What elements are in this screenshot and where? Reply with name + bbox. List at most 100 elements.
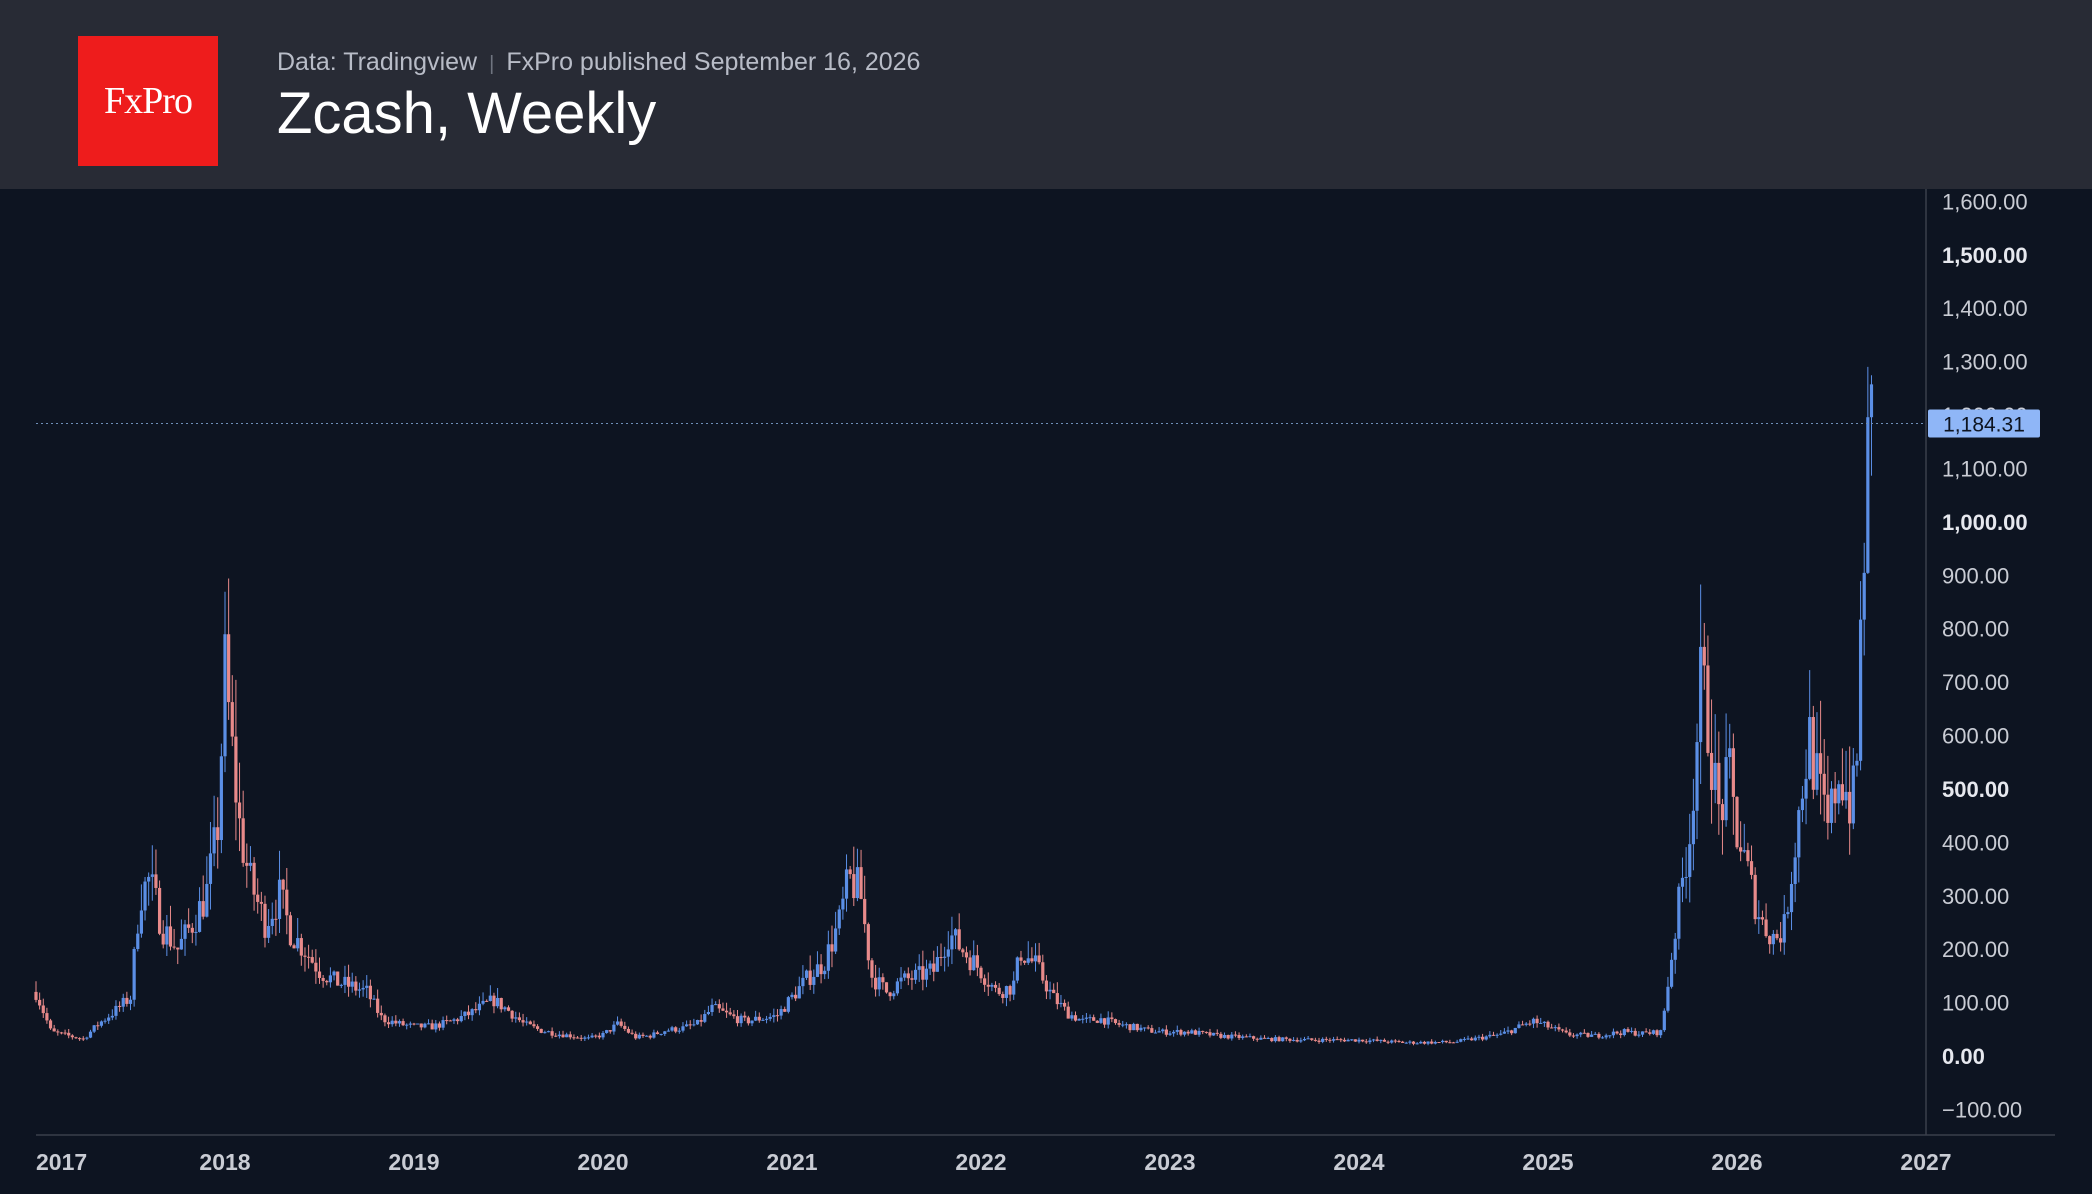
candle-body	[1797, 810, 1801, 858]
candle-body	[1550, 1027, 1554, 1029]
candle-body	[546, 1031, 551, 1033]
candle-body	[539, 1028, 543, 1033]
candle-body	[1488, 1034, 1492, 1037]
candle-body	[1840, 784, 1845, 801]
candle-body	[1339, 1039, 1343, 1041]
candle-body	[1644, 1031, 1648, 1033]
candle-body	[565, 1034, 569, 1038]
candle-body	[267, 925, 271, 938]
candle-body	[1648, 1032, 1652, 1034]
candle-body	[1215, 1032, 1219, 1034]
chart-subtitle: Data: Tradingview | FxPro published Septem…	[277, 48, 920, 77]
candle-body	[1128, 1024, 1132, 1031]
candle-body	[117, 1005, 122, 1007]
candle-body	[121, 997, 125, 1007]
candle-body	[1749, 861, 1754, 875]
candle-body	[932, 963, 936, 972]
candle-body	[1164, 1029, 1168, 1035]
candle-body	[376, 998, 380, 1013]
candle-body	[1270, 1038, 1274, 1042]
candle-body	[1095, 1020, 1099, 1023]
y-tick-label: 1,300.00	[1942, 350, 2028, 375]
candle-body	[1375, 1039, 1379, 1041]
candle-body	[1201, 1030, 1205, 1032]
candle-body	[365, 985, 369, 988]
candle-body	[1808, 717, 1812, 779]
candle-body	[1433, 1041, 1437, 1044]
candle-body	[906, 973, 910, 979]
candle-body	[550, 1031, 554, 1036]
candle-body	[1062, 1002, 1067, 1007]
candle-body	[1470, 1038, 1474, 1041]
candle-body	[1709, 752, 1714, 790]
candle-body	[823, 970, 827, 975]
candle-body	[812, 976, 816, 985]
candle-body	[1422, 1041, 1427, 1044]
candle-body	[1666, 986, 1670, 1011]
candle-body	[292, 945, 296, 949]
candle-body	[1851, 765, 1855, 824]
candle-body	[1448, 1042, 1452, 1044]
candle-body	[1593, 1033, 1597, 1035]
candle-body	[1724, 757, 1728, 821]
candle-body	[383, 1015, 387, 1023]
candle-body	[63, 1032, 67, 1034]
y-tick-label: 1,000.00	[1942, 510, 2028, 535]
candle-body	[350, 981, 354, 987]
candle-body	[1361, 1039, 1365, 1042]
candle-body	[263, 903, 267, 938]
candle-body	[1266, 1038, 1270, 1040]
candle-body	[303, 955, 307, 957]
candle-body	[903, 973, 907, 978]
candle-body	[1858, 619, 1863, 761]
y-tick-label: 1,100.00	[1942, 456, 2028, 481]
candle-body	[1579, 1032, 1583, 1035]
candle-body	[1157, 1031, 1161, 1033]
candle-body	[797, 986, 801, 999]
candle-body	[1699, 646, 1703, 743]
candle-body	[234, 736, 238, 803]
candle-body	[241, 818, 245, 863]
candle-body	[492, 995, 496, 1007]
candle-body	[997, 987, 1001, 995]
candle-body	[325, 980, 329, 983]
candle-body	[208, 853, 213, 884]
candle-body	[768, 1016, 772, 1019]
candle-body	[790, 994, 794, 998]
candle-body	[757, 1016, 761, 1021]
chart-title: Zcash, Weekly	[277, 81, 657, 146]
candle-body	[1451, 1042, 1456, 1044]
y-tick-label: −100.00	[1942, 1097, 2022, 1122]
candle-body	[899, 977, 903, 982]
candle-body	[481, 1000, 485, 1004]
candle-body	[1273, 1037, 1278, 1042]
candle-body	[1226, 1034, 1230, 1039]
candle-body	[877, 977, 881, 990]
candle-body	[485, 1000, 489, 1002]
candlestick-chart[interactable]: 1,600.001,500.001,400.001,300.001,200.00…	[0, 189, 2092, 1194]
candle-body	[1640, 1031, 1645, 1035]
candle-body	[1510, 1030, 1514, 1034]
candle-body	[1542, 1021, 1546, 1023]
candle-body	[259, 901, 263, 904]
candle-body	[1070, 1015, 1074, 1019]
candle-body	[1535, 1018, 1539, 1024]
candle-body	[892, 993, 896, 997]
candle-body	[256, 894, 260, 902]
candle-body	[1793, 857, 1797, 885]
candle-body	[197, 901, 202, 932]
separator: |	[489, 53, 495, 75]
candle-body	[1368, 1040, 1372, 1043]
candle-body	[1004, 986, 1009, 998]
candle-body	[554, 1035, 558, 1037]
candle-body	[888, 992, 892, 997]
candle-body	[187, 924, 191, 928]
candle-body	[1393, 1040, 1397, 1042]
candle-body	[401, 1021, 405, 1026]
candle-body	[1139, 1027, 1143, 1031]
candle-body	[1655, 1030, 1659, 1036]
candle-body	[1491, 1034, 1496, 1036]
candle-body	[459, 1016, 463, 1022]
candle-body	[1473, 1037, 1477, 1041]
candle-body	[1408, 1041, 1412, 1043]
